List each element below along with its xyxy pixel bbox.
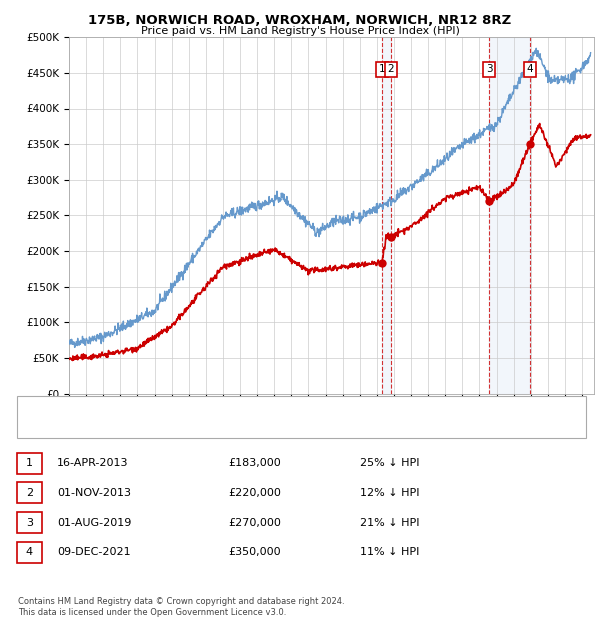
Text: £220,000: £220,000 [228,488,281,498]
Text: 3: 3 [26,518,33,528]
Text: 01-AUG-2019: 01-AUG-2019 [57,518,131,528]
Text: £183,000: £183,000 [228,458,281,468]
Text: 3: 3 [486,64,493,74]
Text: Price paid vs. HM Land Registry's House Price Index (HPI): Price paid vs. HM Land Registry's House … [140,26,460,36]
Text: 09-DEC-2021: 09-DEC-2021 [57,547,131,557]
Text: 175B, NORWICH ROAD, WROXHAM, NORWICH, NR12 8RZ (detached house): 175B, NORWICH ROAD, WROXHAM, NORWICH, NR… [63,402,433,413]
Text: £350,000: £350,000 [228,547,281,557]
Bar [490,37,530,394]
Text: Contains HM Land Registry data © Crown copyright and database right 2024.
This d: Contains HM Land Registry data © Crown c… [18,598,344,617]
Text: 16-APR-2013: 16-APR-2013 [57,458,128,468]
Text: 11% ↓ HPI: 11% ↓ HPI [360,547,419,557]
Text: 4: 4 [26,547,33,557]
Text: 12% ↓ HPI: 12% ↓ HPI [360,488,419,498]
Text: 2: 2 [26,488,33,498]
Text: 1: 1 [26,458,33,468]
Text: 175B, NORWICH ROAD, WROXHAM, NORWICH, NR12 8RZ: 175B, NORWICH ROAD, WROXHAM, NORWICH, NR… [88,14,512,27]
Text: 01-NOV-2013: 01-NOV-2013 [57,488,131,498]
Text: 2: 2 [388,64,394,74]
Text: HPI: Average price, detached house, Broadland: HPI: Average price, detached house, Broa… [63,421,293,432]
Bar [382,37,391,394]
Text: 21% ↓ HPI: 21% ↓ HPI [360,518,419,528]
Text: 4: 4 [526,64,533,74]
Text: 1: 1 [379,64,385,74]
Text: £270,000: £270,000 [228,518,281,528]
Text: 25% ↓ HPI: 25% ↓ HPI [360,458,419,468]
